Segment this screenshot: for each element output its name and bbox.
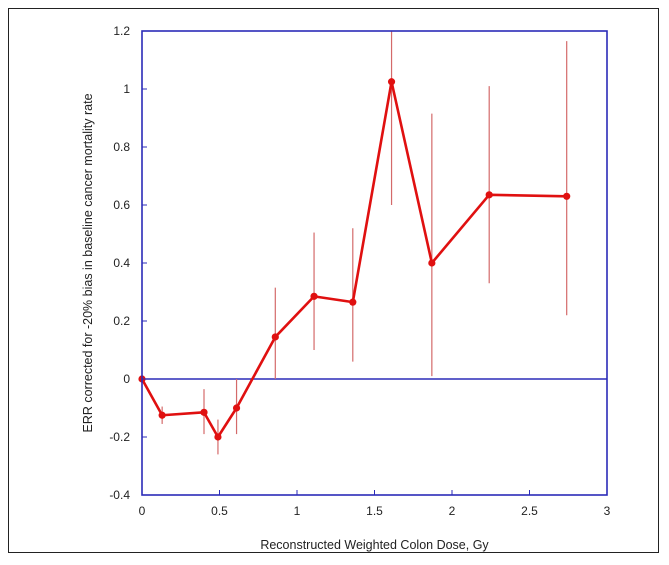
series-line [140,80,567,439]
x-axis: 0 0.5 1 1.5 2 2.5 3 [139,490,611,518]
y-tick-label: 0.4 [113,256,130,270]
data-point [349,298,357,306]
x-tick-label: 1 [294,504,301,518]
data-point [310,292,318,300]
y-tick-label: 0.2 [113,314,130,328]
data-point [271,333,279,341]
y-tick-label: -0.4 [109,488,130,502]
data-point [200,408,208,416]
x-tick-label: 2 [449,504,456,518]
y-tick-label: 1 [123,82,130,96]
x-tick-label: 3 [604,504,611,518]
data-point [428,259,436,267]
data-point [387,78,396,86]
y-tick-label: 0.8 [113,140,130,154]
data-point [158,411,166,419]
data-point [485,191,493,199]
x-tick-label: 1.5 [366,504,383,518]
y-tick-label: 0 [123,372,130,386]
x-tick-label: 2.5 [521,504,538,518]
y-tick-label: 1.2 [113,24,130,38]
y-axis: -0.4 -0.2 0 0.2 0.4 0.6 0.8 1 1.2 [109,24,147,502]
y-tick-label: -0.2 [109,430,130,444]
x-tick-label: 0 [139,504,146,518]
data-point [232,404,241,412]
data-point [214,433,222,441]
data-point [563,192,571,200]
x-tick-label: 0.5 [211,504,228,518]
x-axis-title: Reconstructed Weighted Colon Dose, Gy [260,538,489,552]
plot-area [138,31,607,455]
chart-frame [8,8,659,553]
y-axis-title: ERR corrected for -20% bias in baseline … [81,93,95,432]
y-tick-label: 0.6 [113,198,130,212]
